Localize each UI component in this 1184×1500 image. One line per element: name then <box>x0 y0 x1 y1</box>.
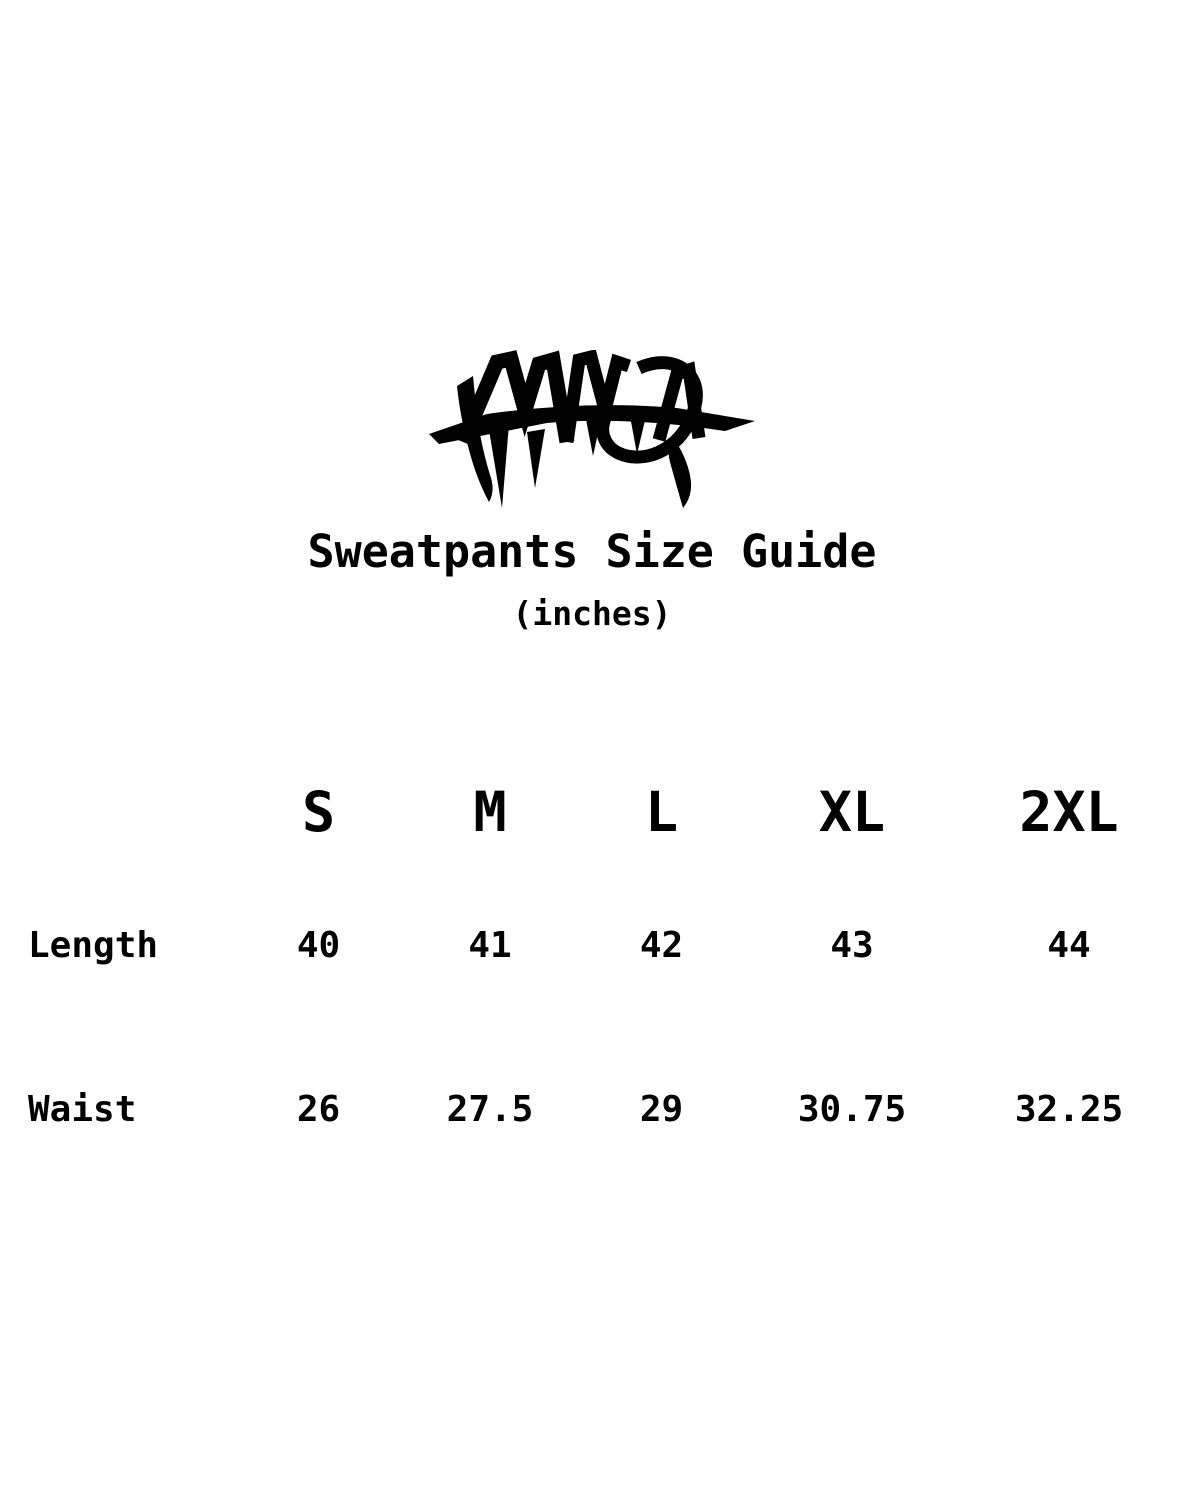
row-label-length: Length <box>28 925 159 966</box>
brand-logo <box>427 349 757 525</box>
length-value-xl: 43 <box>830 925 874 966</box>
size-column-header-m: M <box>473 780 507 844</box>
table-row-length: Length 40 41 42 43 44 <box>0 928 1184 964</box>
length-value-l: 42 <box>639 925 684 966</box>
size-column-header-xl: XL <box>818 780 886 844</box>
waist-value-xl: 30.75 <box>797 1089 907 1130</box>
length-value-s: 40 <box>296 925 341 966</box>
size-column-header-s: S <box>301 780 336 844</box>
page-title: Sweatpants Size Guide <box>307 525 877 578</box>
size-column-header-2xl: 2XL <box>1019 780 1119 844</box>
waist-value-s: 26 <box>296 1089 341 1130</box>
waist-value-m: 27.5 <box>446 1089 534 1130</box>
size-header-row: S M L XL 2XL <box>0 785 1184 840</box>
graffiti-tag-logo-icon <box>429 349 755 508</box>
waist-value-l: 29 <box>639 1089 684 1130</box>
units-subtitle: (inches) <box>512 594 672 633</box>
waist-value-2xl: 32.25 <box>1014 1089 1124 1130</box>
table-row-waist: Waist 26 27.5 29 30.75 32.25 <box>0 1092 1184 1128</box>
length-value-m: 41 <box>468 925 512 966</box>
size-column-header-l: L <box>644 780 679 844</box>
row-label-waist: Waist <box>28 1089 137 1130</box>
length-value-2xl: 44 <box>1047 925 1091 966</box>
